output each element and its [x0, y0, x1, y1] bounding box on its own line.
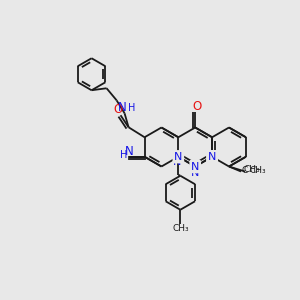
- Text: N: N: [209, 154, 217, 164]
- Text: N: N: [208, 152, 216, 162]
- Text: N: N: [125, 145, 134, 158]
- Text: H: H: [120, 150, 127, 160]
- Text: N: N: [191, 169, 200, 178]
- Text: O: O: [193, 100, 202, 113]
- Text: CH₃: CH₃: [243, 165, 260, 174]
- Text: N: N: [118, 101, 127, 114]
- Text: CH₃: CH₃: [172, 224, 189, 233]
- Text: CH₃: CH₃: [250, 166, 267, 175]
- Text: N: N: [208, 152, 216, 162]
- Text: H: H: [128, 103, 135, 113]
- Text: N: N: [174, 152, 182, 162]
- Text: N: N: [191, 161, 200, 172]
- Text: N: N: [207, 154, 215, 164]
- Text: N: N: [173, 157, 182, 167]
- Text: O: O: [113, 103, 122, 116]
- Text: C: C: [242, 166, 248, 175]
